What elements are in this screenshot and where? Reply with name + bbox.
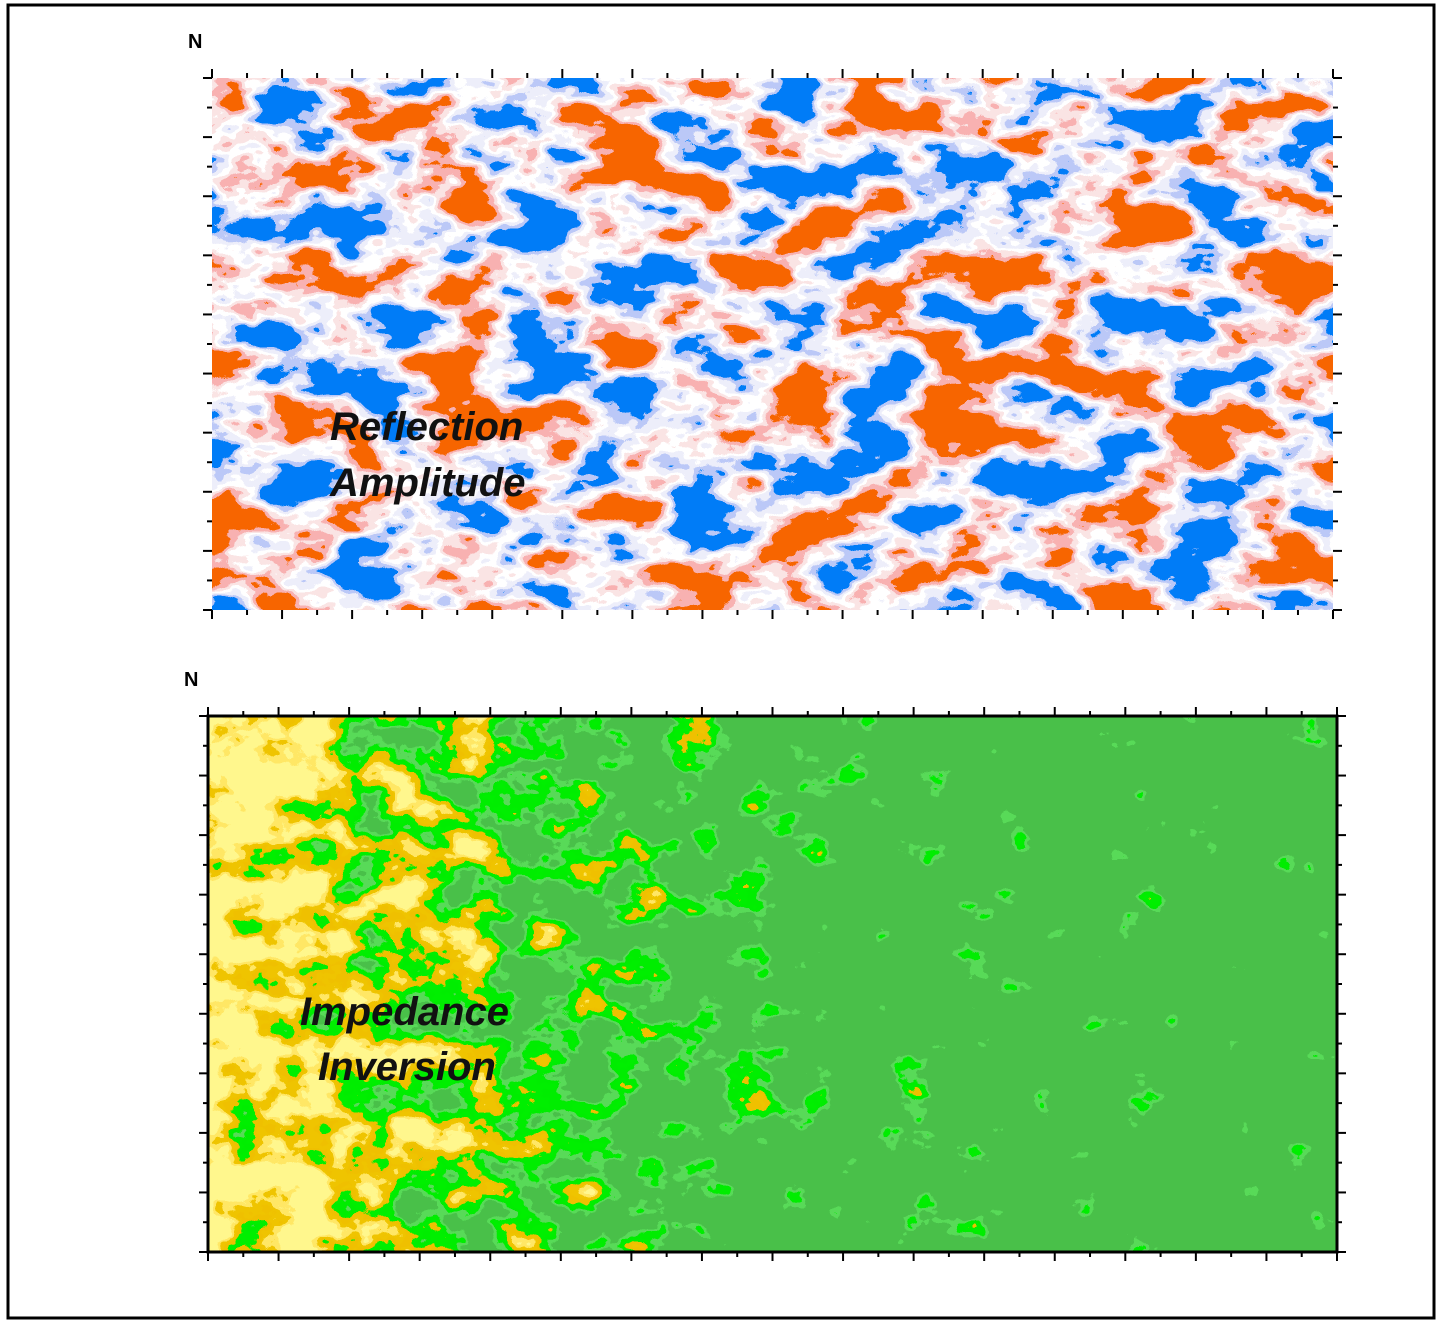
page: N N Reflection Amplitude Impedance Inver… bbox=[0, 0, 1442, 1322]
panel-label: Impedance bbox=[300, 990, 509, 1034]
figure: N N Reflection Amplitude Impedance Inver… bbox=[0, 0, 1442, 1322]
north-arrow: N bbox=[188, 31, 202, 53]
panel-label: Amplitude bbox=[329, 461, 526, 505]
amplitude-map bbox=[212, 78, 1333, 610]
impedance-map bbox=[208, 716, 1337, 1252]
panel-label: Reflection bbox=[330, 405, 523, 449]
panel-label: Inversion bbox=[318, 1045, 496, 1089]
north-arrow: N bbox=[184, 669, 198, 691]
